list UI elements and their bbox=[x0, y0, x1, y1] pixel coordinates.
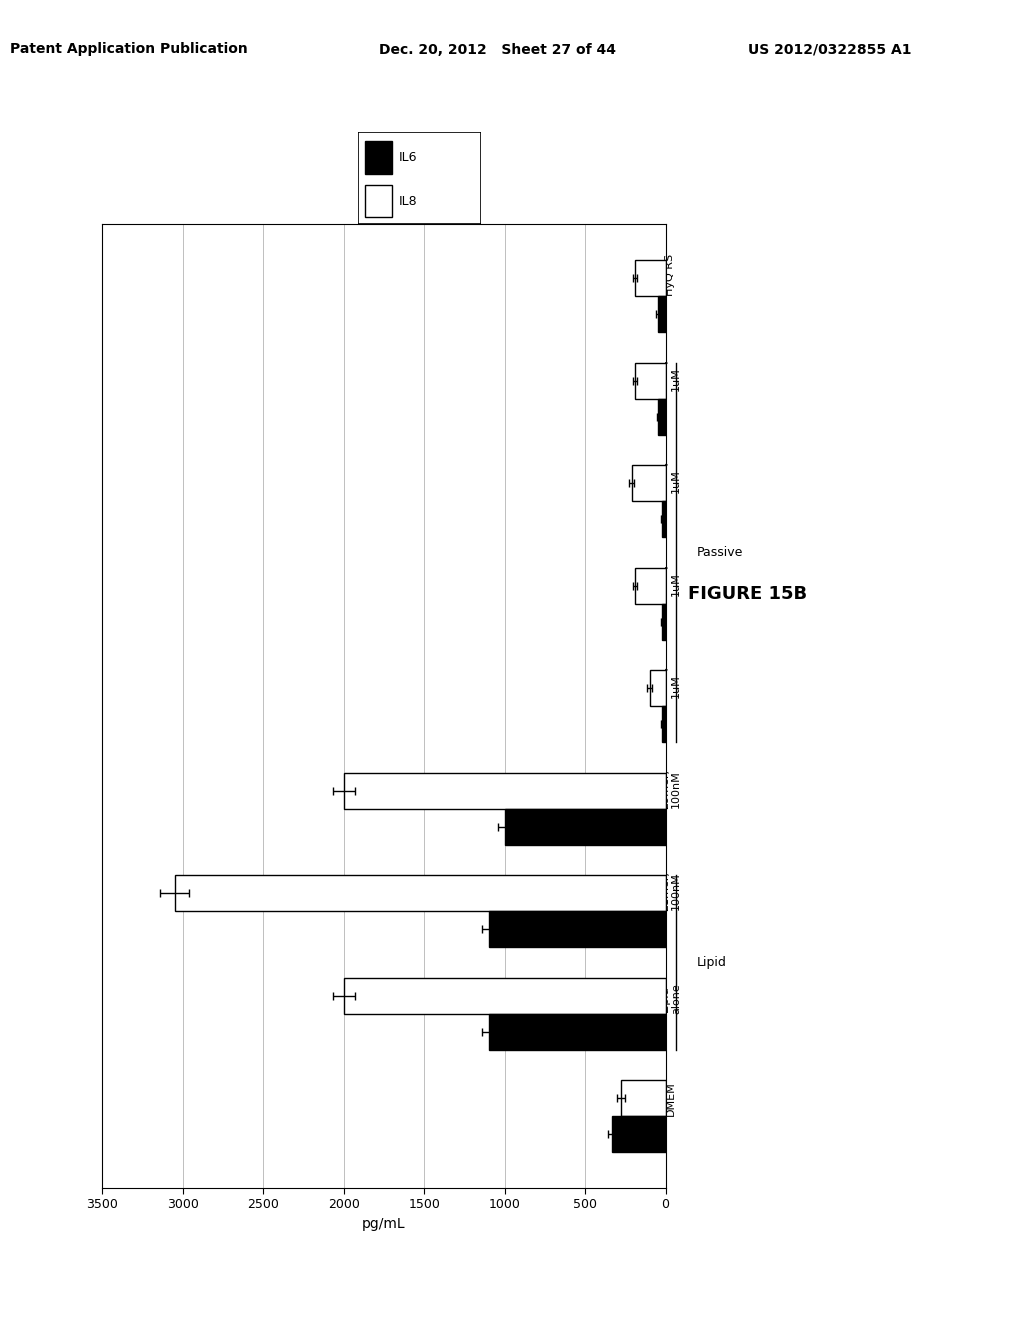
Bar bbox=[657, 296, 666, 333]
Bar bbox=[658, 399, 666, 434]
Bar bbox=[635, 363, 666, 399]
Bar bbox=[344, 772, 666, 809]
Text: Dec. 20, 2012   Sheet 27 of 44: Dec. 20, 2012 Sheet 27 of 44 bbox=[379, 42, 615, 57]
Bar bbox=[612, 1117, 666, 1152]
Bar bbox=[635, 260, 666, 296]
Bar bbox=[649, 671, 666, 706]
Bar bbox=[635, 568, 666, 603]
Bar bbox=[365, 185, 391, 216]
Text: Lipid: Lipid bbox=[696, 956, 726, 969]
X-axis label: pg/mL: pg/mL bbox=[362, 1217, 406, 1232]
Bar bbox=[662, 603, 666, 640]
Bar bbox=[175, 875, 666, 911]
Bar bbox=[344, 978, 666, 1014]
Text: Passive: Passive bbox=[696, 546, 742, 558]
Bar bbox=[662, 502, 666, 537]
Bar bbox=[632, 465, 666, 502]
Bar bbox=[505, 809, 666, 845]
Text: Patent Application Publication: Patent Application Publication bbox=[10, 42, 248, 57]
Bar bbox=[662, 706, 666, 742]
Text: FIGURE 15B: FIGURE 15B bbox=[688, 585, 807, 603]
Bar bbox=[488, 911, 666, 948]
Bar bbox=[621, 1080, 666, 1117]
Text: IL6: IL6 bbox=[399, 152, 418, 165]
Bar bbox=[488, 1014, 666, 1049]
Bar bbox=[365, 141, 391, 174]
Text: IL8: IL8 bbox=[399, 195, 418, 207]
Text: US 2012/0322855 A1: US 2012/0322855 A1 bbox=[748, 42, 911, 57]
